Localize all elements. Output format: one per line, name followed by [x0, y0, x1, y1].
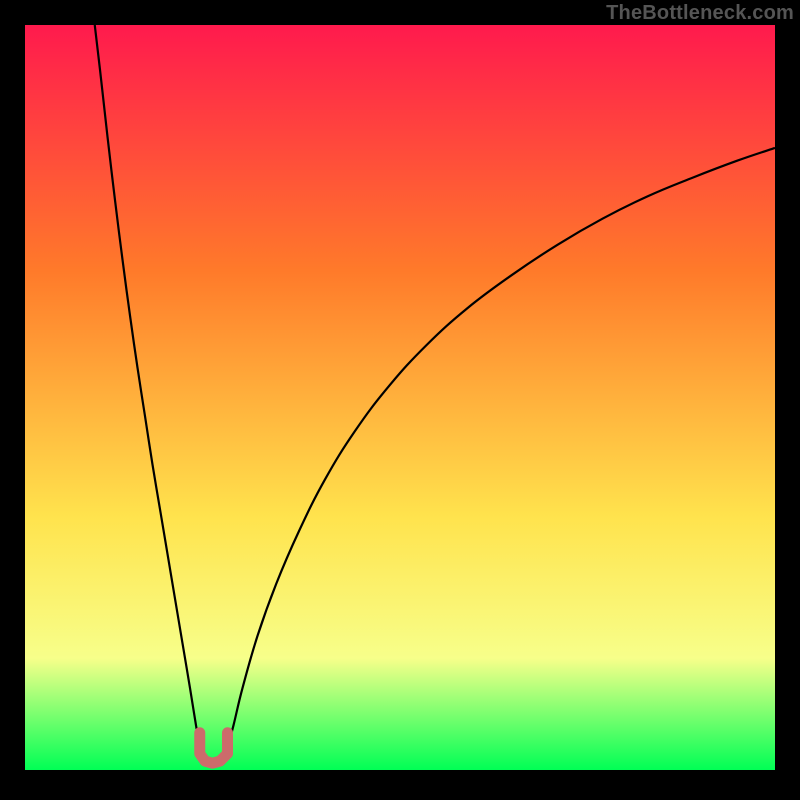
bottom-u-marker	[200, 733, 228, 764]
curves-layer	[0, 0, 800, 800]
curve-left_arm	[95, 25, 200, 748]
chart-frame: TheBottleneck.com	[0, 0, 800, 800]
curve-right_arm	[228, 148, 776, 748]
